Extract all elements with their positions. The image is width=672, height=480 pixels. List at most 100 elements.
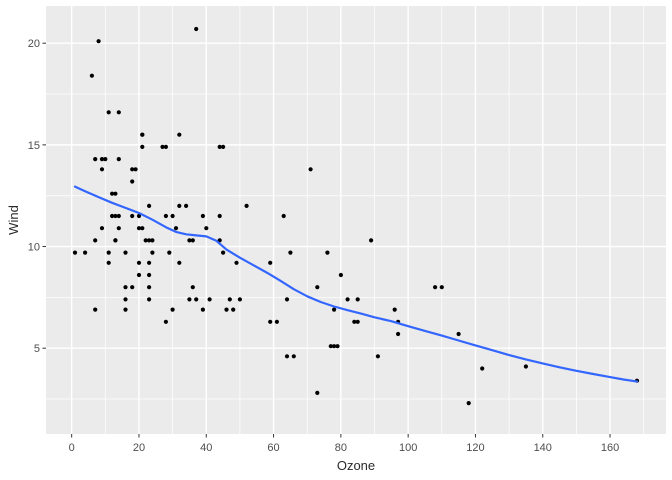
x-tick-label: 60 [267, 442, 279, 454]
scatter-point [173, 226, 179, 231]
x-tick-label: 0 [69, 442, 75, 454]
scatter-point [221, 250, 226, 255]
scatter-point [110, 213, 115, 219]
scatter-point [147, 297, 152, 302]
scatter-point [190, 238, 195, 243]
scatter-point [140, 144, 145, 149]
scatter-point [136, 213, 142, 219]
scatter-point [325, 250, 330, 255]
scatter-point [130, 179, 135, 184]
scatter-point [116, 213, 121, 219]
scatter-point [123, 285, 128, 290]
scatter-point [466, 401, 471, 406]
scatter-point [281, 213, 286, 219]
scatter-point [116, 157, 121, 162]
x-tick-label: 100 [399, 442, 417, 454]
scatter-point [480, 366, 485, 371]
x-tick-label: 80 [335, 442, 347, 454]
scatter-point [332, 344, 337, 349]
scatter-point [89, 73, 94, 78]
scatter-point [308, 167, 313, 172]
scatter-point [130, 213, 135, 219]
scatter-point [170, 213, 175, 219]
scatter-point [291, 354, 296, 359]
scatter-point [140, 132, 145, 137]
scatter-point [315, 390, 320, 395]
scatter-point [93, 238, 98, 243]
x-tick-labels: 0 20 40 60 80 100 120 140 160 [69, 442, 620, 454]
scatter-point [113, 213, 118, 219]
x-axis-title: Ozone [337, 458, 375, 473]
scatter-point [433, 285, 438, 290]
scatter-point [160, 144, 165, 149]
scatter-point [335, 344, 340, 349]
scatter-point [163, 213, 168, 219]
grid-major-lines [46, 6, 666, 434]
scatter-point [147, 260, 152, 265]
x-tick-label: 140 [534, 442, 552, 454]
scatter-point [110, 191, 115, 196]
scatter-point [106, 250, 111, 255]
scatter-point [187, 297, 192, 302]
scatter-point [200, 213, 205, 219]
scatter-point [284, 354, 290, 359]
scatter-point [187, 238, 192, 243]
scatter-point [130, 167, 135, 172]
scatter-point [93, 307, 98, 312]
smooth-path [73, 185, 639, 383]
scatter-point [315, 285, 320, 290]
scatter-point [177, 132, 182, 137]
scatter-point [332, 307, 337, 312]
scatter-point [190, 285, 195, 290]
x-tick-label: 40 [200, 442, 212, 454]
y-tick-label: 5 [34, 343, 40, 355]
scatter-point [352, 319, 357, 324]
scatter-point [123, 307, 128, 312]
scatter-point [355, 297, 360, 302]
scatter-point [99, 226, 105, 231]
x-tick-label: 160 [601, 442, 619, 454]
scatter-point [116, 110, 121, 115]
scatter-point [237, 297, 242, 302]
scatter-point [170, 307, 175, 312]
grid-minor-lines [46, 6, 666, 434]
scatter-point [288, 250, 293, 255]
scatter-point [123, 297, 128, 302]
axis-tick-marks [42, 42, 611, 438]
scatter-point [177, 260, 182, 265]
scatter-point [147, 285, 152, 290]
scatter-point [456, 331, 461, 337]
loess-smooth-line [73, 185, 639, 383]
scatter-point [106, 110, 111, 115]
scatter-point [147, 272, 152, 278]
scatter-point [147, 238, 152, 243]
scatter-point [227, 297, 232, 302]
scatter-points [72, 26, 640, 406]
y-tick-labels: 5 10 15 20 [28, 38, 40, 355]
y-tick-label: 20 [28, 38, 40, 50]
scatter-point [234, 260, 239, 265]
scatter-point [355, 319, 360, 324]
scatter-point [99, 167, 105, 172]
scatter-point [177, 203, 182, 208]
scatter-point [93, 157, 98, 162]
scatter-point [133, 167, 138, 172]
scatter-point [217, 144, 222, 149]
scatter-point [369, 238, 374, 243]
scatter-point [244, 203, 249, 208]
scatter-point [338, 272, 343, 278]
scatter-point [217, 213, 222, 219]
scatter-point [224, 307, 229, 312]
scatter-point [204, 226, 209, 231]
scatter-point [99, 157, 105, 162]
scatter-point [523, 364, 529, 369]
scatter-point [221, 144, 226, 149]
scatter-point [140, 226, 145, 231]
scatter-point [375, 354, 380, 359]
scatter-point [150, 250, 155, 255]
scatter-point [396, 331, 401, 337]
scatter-point [113, 191, 118, 196]
scatter-point [163, 319, 168, 324]
scatter-point [143, 238, 148, 243]
